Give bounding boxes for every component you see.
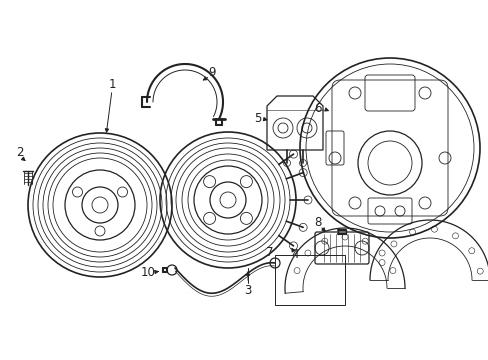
Text: 6: 6: [314, 102, 321, 114]
Text: 10: 10: [140, 266, 155, 279]
Text: 7: 7: [265, 246, 273, 258]
Text: 4: 4: [291, 248, 298, 261]
Text: 3: 3: [244, 284, 251, 297]
Text: 5: 5: [254, 112, 261, 125]
Text: 2: 2: [16, 145, 24, 158]
Text: 8: 8: [314, 216, 321, 229]
Text: 1: 1: [108, 77, 116, 90]
Text: 9: 9: [208, 66, 215, 78]
Bar: [274, 255, 345, 305]
